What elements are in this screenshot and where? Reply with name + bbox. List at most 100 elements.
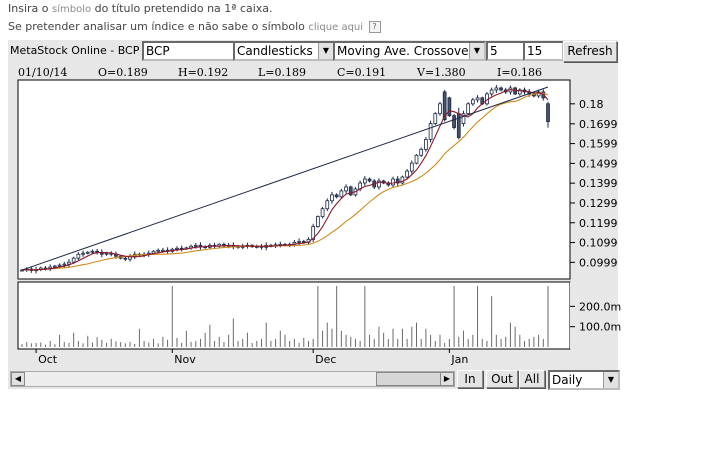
- price-tick-label: 0.1599: [579, 138, 618, 151]
- candle-up: [517, 89, 522, 95]
- price-tick-label: 0.1699: [579, 118, 618, 131]
- price-tick-label: 0.1399: [579, 177, 618, 190]
- candle-up: [409, 162, 414, 172]
- candle-down: [442, 91, 447, 121]
- candle-down: [123, 257, 128, 260]
- chevron-down-icon[interactable]: ▼: [469, 43, 484, 59]
- price-plot-area: [17, 79, 571, 280]
- price-tick-label: 0.1499: [579, 157, 618, 170]
- symbol-link[interactable]: símbolo: [52, 4, 92, 15]
- candle-up: [433, 113, 438, 125]
- candle-up: [362, 178, 367, 184]
- volume-tick-label: 200.0m: [579, 300, 621, 313]
- candle-up: [405, 170, 409, 178]
- zoom-all-button[interactable]: All: [519, 370, 545, 388]
- candle-up: [344, 186, 348, 192]
- candle-up: [494, 87, 499, 91]
- x-tick-label: Dec: [315, 353, 336, 366]
- candle-up: [428, 123, 433, 140]
- candle-up: [325, 200, 330, 210]
- candle-up: [438, 103, 442, 115]
- horizontal-scrollbar[interactable]: ◀ ▶: [10, 371, 455, 387]
- candle-up: [71, 257, 76, 263]
- click-here-link[interactable]: clique aqui: [308, 22, 364, 33]
- candle-up: [311, 226, 316, 240]
- period-value: Daily: [552, 373, 583, 387]
- ohlc-close: C=0.191: [337, 66, 387, 79]
- candle-up: [391, 178, 395, 186]
- candle-down: [395, 178, 400, 184]
- candle-up: [53, 265, 57, 268]
- candle-up: [193, 244, 198, 247]
- candle-up: [339, 190, 344, 198]
- price-tick-label: 0.0999: [579, 256, 618, 269]
- panel-title: MetaStock Online - BCP: [10, 44, 140, 57]
- volume-axis-strip: [570, 282, 618, 349]
- intro-line-1: Insira o símbolo do título pretendido na…: [8, 2, 273, 15]
- period-select[interactable]: Daily ▼: [548, 370, 620, 390]
- refresh-button[interactable]: Refresh: [563, 41, 617, 62]
- candle-up: [85, 251, 90, 254]
- candle-up: [57, 264, 62, 267]
- x-tick-label: Nov: [174, 353, 196, 366]
- candle-up: [76, 253, 81, 259]
- chart-type-select[interactable]: Candlesticks ▼: [233, 41, 335, 61]
- scroll-left-icon[interactable]: ◀: [11, 372, 25, 386]
- ohlc-open: O=0.189: [98, 66, 148, 79]
- ohlc-volume: V=1.380: [417, 66, 466, 79]
- candle-down: [348, 186, 353, 196]
- price-tick-label: 0.1199: [579, 217, 618, 230]
- candle-up: [156, 249, 161, 252]
- candle-up: [419, 148, 424, 156]
- ohlc-date: 01/10/14: [18, 66, 68, 79]
- candle-up: [104, 252, 109, 255]
- x-tick-label: Jan: [450, 353, 468, 366]
- candle-up: [330, 194, 334, 202]
- candle-up: [489, 89, 494, 95]
- candle-up: [461, 113, 466, 125]
- indicator-value: Moving Ave. Crossover: [337, 44, 474, 58]
- candle-down: [447, 97, 452, 117]
- zoom-out-button[interactable]: Out: [486, 370, 518, 388]
- intro-text: Se pretender analisar um índice e não sa…: [8, 20, 305, 33]
- candle-up: [424, 139, 428, 150]
- candle-up: [475, 97, 480, 101]
- zoom-in-button[interactable]: In: [457, 370, 483, 388]
- indicator-select[interactable]: Moving Ave. Crossover ▼: [333, 41, 486, 61]
- candle-up: [175, 247, 179, 250]
- candle-up: [62, 263, 67, 266]
- candle-up: [81, 252, 85, 255]
- candle-down: [367, 178, 372, 182]
- intro-text: do título pretendido na 1ª caixa.: [94, 2, 273, 15]
- candle-down: [499, 87, 503, 91]
- candle-up: [161, 249, 165, 252]
- candle-down: [334, 194, 339, 198]
- candle-up: [316, 216, 320, 227]
- symbol-input[interactable]: BCP: [142, 41, 235, 61]
- candle-up: [320, 208, 325, 218]
- chevron-down-icon[interactable]: ▼: [603, 372, 618, 388]
- candle-up: [67, 261, 71, 265]
- scroll-right-icon[interactable]: ▶: [440, 372, 454, 386]
- price-tick-label: 0.1299: [579, 197, 618, 210]
- ohlc-low: L=0.189: [258, 66, 307, 79]
- ohlc-high: H=0.192: [178, 66, 229, 79]
- candle-up: [90, 250, 95, 253]
- moving-average-fast-line: [21, 89, 549, 271]
- candle-up: [400, 176, 405, 184]
- chevron-down-icon[interactable]: ▼: [318, 43, 333, 59]
- candle-down: [301, 240, 306, 243]
- price-tick-label: 0.1099: [579, 237, 618, 250]
- ohlc-indicator: I=0.186: [497, 66, 543, 79]
- scroll-thumb[interactable]: [376, 372, 442, 386]
- intro-line-2: Se pretender analisar um índice e não sa…: [8, 20, 381, 33]
- candle-up: [414, 154, 419, 164]
- help-icon[interactable]: ?: [368, 21, 381, 33]
- chart-type-value: Candlesticks: [237, 44, 313, 58]
- trend-line: [21, 86, 549, 271]
- candle-up: [471, 99, 475, 105]
- intro-text: Insira o: [8, 2, 49, 15]
- candle-down: [452, 115, 456, 128]
- candle-up: [297, 240, 301, 243]
